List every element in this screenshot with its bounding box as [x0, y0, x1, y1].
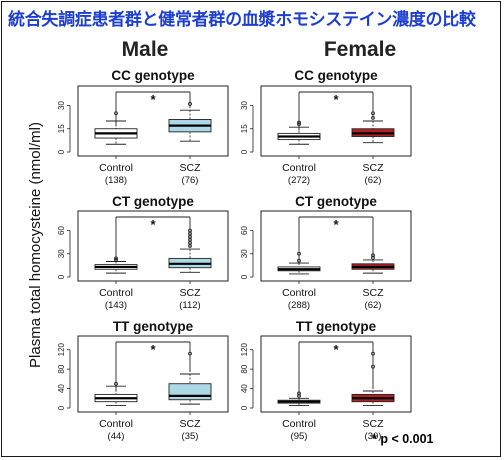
significance-star: * [150, 342, 156, 357]
y-tick-label: 15 [240, 124, 249, 133]
category-label: Control [282, 162, 316, 174]
y-tick-label: 120 [240, 342, 249, 356]
plot-frame [77, 210, 229, 282]
genotype-title: CT genotype [112, 194, 194, 209]
count-label: (95) [291, 431, 308, 442]
category-label: Control [282, 418, 316, 430]
count-label: (62) [365, 175, 382, 186]
y-tick-label: 40 [240, 384, 249, 393]
category-label: SCZ [180, 287, 202, 299]
count-label: (76) [182, 175, 199, 186]
y-tick-label: 80 [240, 364, 249, 373]
y-axis-label: Plasma total homocysteine (nmol/ml) [27, 122, 44, 368]
y-tick-label: 0 [240, 405, 249, 410]
y-tick-label: 30 [240, 101, 249, 110]
count-label: (272) [288, 175, 310, 186]
y-tick-label: 0 [240, 274, 249, 279]
count-label: (138) [105, 175, 127, 186]
genotype-title: CC genotype [111, 68, 195, 83]
significance-star: * [150, 217, 156, 232]
count-label: (30) [365, 431, 382, 442]
y-tick-label: 60 [57, 226, 66, 235]
y-tick-label: 0 [57, 149, 66, 154]
y-tick-label: 0 [57, 405, 66, 410]
plot-frame [260, 210, 412, 282]
count-label: (44) [108, 431, 125, 442]
plot-frame [77, 85, 229, 157]
y-tick-label: 80 [57, 364, 66, 373]
plot-frame [260, 85, 412, 157]
count-label: (112) [179, 300, 200, 311]
significance-star: * [150, 92, 156, 107]
y-tick-label: 15 [57, 124, 66, 133]
genotype-title: TT genotype [296, 319, 377, 334]
significance-star: * [333, 342, 339, 357]
significance-star: * [333, 217, 339, 232]
y-tick-label: 120 [57, 342, 66, 356]
count-label: (143) [105, 300, 127, 311]
genotype-title: CT genotype [295, 194, 377, 209]
count-label: (35) [182, 431, 199, 442]
count-label: (288) [288, 300, 310, 311]
category-label: SCZ [363, 162, 385, 174]
plot-frame [260, 335, 412, 413]
y-tick-label: 0 [57, 274, 66, 279]
y-tick-label: 30 [57, 101, 66, 110]
y-tick-label: 60 [240, 226, 249, 235]
category-label: Control [99, 287, 133, 299]
column-header-female: Female [324, 38, 396, 61]
category-label: Control [282, 287, 316, 299]
column-header-male: Male [122, 38, 169, 61]
category-label: SCZ [363, 287, 385, 299]
panel-female-ct: CT genotype 0 30 60 Control(288) SCZ(62) * [240, 194, 412, 311]
significance-footnote: * p < 0.001 [372, 432, 434, 446]
plot-frame [77, 335, 229, 413]
category-label: Control [99, 162, 133, 174]
panel-female-cc: CC genotype 0 15 30 Control(272) SCZ(62) * [240, 68, 412, 186]
y-tick-label: 40 [57, 384, 66, 393]
significance-star: * [333, 92, 339, 107]
panel-female-tt: TT genotype 0 40 80 120 Control(95) SCZ(30) * [240, 319, 412, 442]
y-tick-label: 30 [57, 249, 66, 258]
panel-male-ct: CT genotype 0 30 60 Control(143) SCZ(112) * [57, 194, 229, 311]
panel-male-tt: TT genotype 0 40 80 120 Control(44) SCZ(35) * [57, 319, 229, 442]
y-tick-label: 0 [240, 149, 249, 154]
count-label: (62) [365, 300, 382, 311]
category-label: SCZ [180, 418, 202, 430]
genotype-title: CC genotype [294, 68, 378, 83]
category-label: SCZ [363, 418, 385, 430]
category-label: Control [99, 418, 133, 430]
box-scz [168, 383, 212, 401]
genotype-title: TT genotype [113, 319, 194, 334]
page-title: 統合失調症患者群と健常者群の血漿ホモシステイン濃度の比較 [8, 10, 476, 30]
category-label: SCZ [180, 162, 202, 174]
panel-male-cc: CC genotype 0 15 30 Control(138) SCZ(76) * [57, 68, 229, 186]
y-tick-label: 30 [240, 249, 249, 258]
